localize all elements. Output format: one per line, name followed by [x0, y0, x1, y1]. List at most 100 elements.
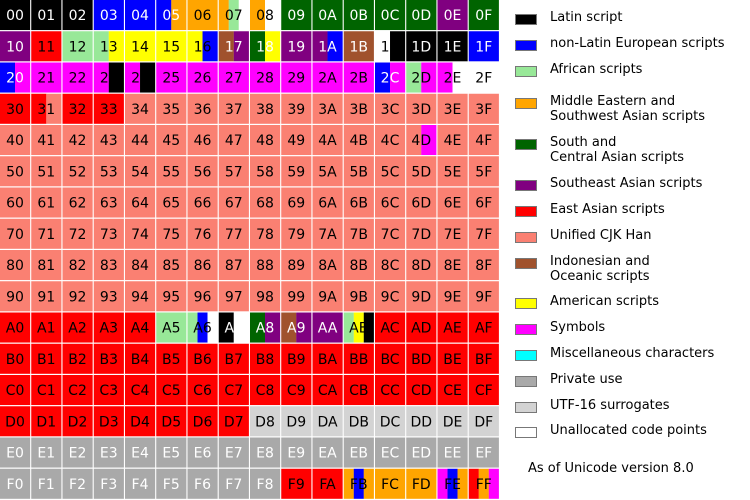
block-label: C5	[162, 383, 181, 399]
block-segment-cjk	[250, 250, 281, 281]
block-label: AA	[318, 321, 338, 337]
block-segment-symbols	[437, 468, 448, 499]
block-label: B3	[100, 352, 119, 368]
block-cell-6D: 6D	[406, 187, 437, 218]
block-label: 36	[194, 102, 212, 118]
block-cell-8B: 8B	[343, 250, 374, 281]
block-segment-east_asian	[187, 343, 218, 374]
block-cell-13: 13	[93, 31, 124, 62]
block-segment-cjk	[343, 250, 374, 281]
block-segment-cjk	[31, 250, 62, 281]
block-segment-east_asian	[468, 468, 479, 499]
block-segment-east_asian	[0, 375, 31, 406]
block-segment-cjk	[343, 125, 374, 156]
block-label: 89	[287, 258, 305, 274]
block-cell-B5: B5	[156, 343, 187, 374]
block-cell-2E: 2E	[437, 62, 468, 93]
block-segment-middle_east	[375, 468, 406, 499]
block-cell-37: 37	[218, 93, 249, 124]
block-segment-east_asian	[375, 312, 406, 343]
block-cell-2F: 2F	[468, 62, 499, 93]
block-label: 17	[225, 39, 243, 55]
block-segment-american	[353, 312, 364, 343]
block-segment-surrogates	[375, 406, 406, 437]
block-segment-surrogates	[468, 406, 499, 437]
block-segment-latin	[218, 312, 234, 343]
block-label: 50	[6, 164, 24, 180]
block-label: 4A	[318, 133, 337, 149]
block-label: 5A	[318, 164, 337, 180]
block-label: CE	[443, 383, 462, 399]
block-label: 49	[287, 133, 305, 149]
block-label: 58	[256, 164, 274, 180]
legend-item-unallocated: Unallocated code points	[515, 423, 707, 438]
block-label: DD	[410, 414, 432, 430]
block-cell-34: 34	[125, 93, 156, 124]
block-cell-BF: BF	[468, 343, 499, 374]
block-cell-D2: D2	[62, 406, 93, 437]
block-cell-2D: 2D	[406, 62, 437, 93]
block-segment-cjk	[406, 187, 437, 218]
block-cell-D4: D4	[125, 406, 156, 437]
block-segment-south_central_asian	[406, 0, 437, 31]
block-cell-4E: 4E	[437, 125, 468, 156]
block-segment-symbols	[488, 468, 499, 499]
block-segment-southeast_asian	[281, 31, 312, 62]
block-cell-BC: BC	[375, 343, 406, 374]
block-segment-cjk	[281, 281, 312, 312]
block-segment-symbols	[421, 125, 437, 156]
block-cell-22: 22	[62, 62, 93, 93]
block-segment-east_asian	[406, 375, 437, 406]
block-label: E9	[287, 446, 305, 462]
block-cell-0A: 0A	[312, 0, 343, 31]
block-cell-46: 46	[187, 125, 218, 156]
block-segment-surrogates	[281, 406, 312, 437]
block-label: 30	[6, 102, 24, 118]
block-segment-indonesian	[281, 312, 297, 343]
block-label: FF	[476, 477, 492, 493]
block-segment-cjk	[437, 93, 468, 124]
block-label: BE	[443, 352, 461, 368]
block-cell-75: 75	[156, 218, 187, 249]
block-segment-indonesian	[343, 31, 374, 62]
block-segment-cjk	[375, 281, 406, 312]
block-label: 41	[37, 133, 55, 149]
block-label: 5C	[381, 164, 400, 180]
block-cell-F3: F3	[93, 468, 124, 499]
block-label: CF	[475, 383, 493, 399]
block-segment-unallocated	[265, 0, 281, 31]
block-label: 5E	[444, 164, 462, 180]
block-label: D8	[255, 414, 275, 430]
block-segment-cjk	[375, 93, 406, 124]
block-segment-east_asian	[218, 343, 249, 374]
block-cell-CB: CB	[343, 375, 374, 406]
block-label: B0	[6, 352, 25, 368]
block-segment-cjk	[375, 218, 406, 249]
block-label: 9D	[411, 289, 431, 305]
block-cell-D7: D7	[218, 406, 249, 437]
block-label: EA	[318, 446, 337, 462]
block-label: FB	[350, 477, 368, 493]
block-label: 59	[287, 164, 305, 180]
block-segment-european	[93, 0, 124, 31]
block-cell-3C: 3C	[375, 93, 406, 124]
block-label: 2A	[318, 71, 337, 87]
block-label: CC	[380, 383, 400, 399]
block-segment-private	[125, 437, 156, 468]
block-cell-DE: DE	[437, 406, 468, 437]
block-cell-C0: C0	[0, 375, 31, 406]
block-label: 0C	[381, 8, 400, 24]
block-segment-east_asian	[62, 93, 93, 124]
block-segment-cjk	[218, 218, 249, 249]
block-cell-E8: E8	[250, 437, 281, 468]
block-label: 81	[37, 258, 55, 274]
block-label: A2	[68, 321, 86, 337]
block-cell-59: 59	[281, 156, 312, 187]
block-label: 2B	[350, 71, 369, 87]
block-segment-private	[187, 437, 218, 468]
block-label: DE	[443, 414, 463, 430]
block-cell-64: 64	[125, 187, 156, 218]
block-cell-DC: DC	[375, 406, 406, 437]
legend-item-east_asian: East Asian scripts	[515, 202, 665, 217]
block-segment-symbols	[62, 62, 93, 93]
